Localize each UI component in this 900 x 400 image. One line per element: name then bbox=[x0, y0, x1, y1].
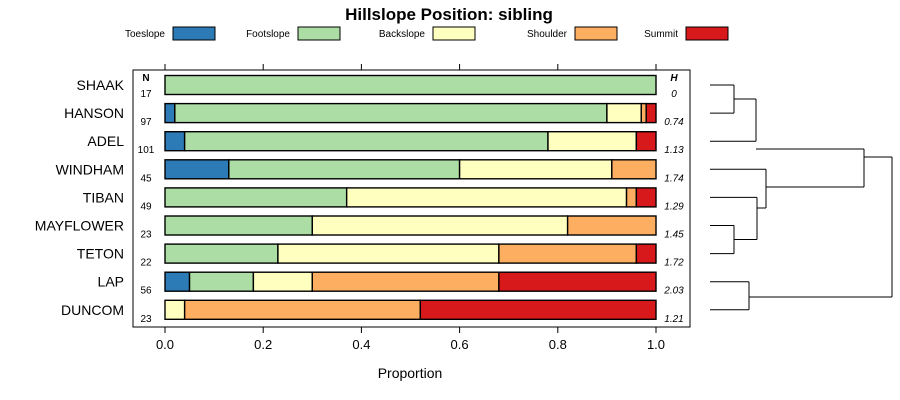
plot-area: 0.0 0.2 0.4 0.6 0.8 1.0 N H SHAAK 17 0 HANSON 97 0.74… bbox=[35, 64, 691, 352]
bar-row-hanson: HANSON 97 0.74 bbox=[64, 102, 684, 128]
bar-segment-footslope bbox=[183, 130, 549, 152]
bar-segment-summit bbox=[635, 130, 657, 152]
x-tick-label: 0.4 bbox=[352, 337, 370, 352]
category-label: TETON bbox=[77, 246, 124, 262]
legend-swatch-summit bbox=[685, 26, 729, 41]
bar-segment-footslope bbox=[174, 102, 608, 124]
category-label: ADEL bbox=[87, 133, 124, 149]
bar-row-tiban: TIBAN 49 1.29 bbox=[83, 187, 684, 212]
bar-segment-shoulder bbox=[498, 243, 638, 264]
bar-row-adel: ADEL 101 1.13 bbox=[87, 130, 684, 156]
legend-label-footslope: Footslope bbox=[246, 29, 290, 40]
legend-swatch-backslope bbox=[432, 26, 476, 41]
n-header: N bbox=[142, 73, 149, 84]
bar-segment-shoulder bbox=[566, 215, 657, 236]
bar-segment-footslope bbox=[164, 187, 348, 208]
legend-label-shoulder: Shoulder bbox=[527, 29, 568, 40]
category-label: HANSON bbox=[64, 105, 124, 121]
bar-segment-backslope bbox=[311, 215, 569, 236]
h-label: 1.29 bbox=[664, 201, 684, 212]
bar-segment-summit bbox=[419, 299, 657, 320]
bar-segment-backslope bbox=[606, 102, 642, 124]
h-label: 0 bbox=[671, 89, 677, 100]
bar-row-mayflower: MAYFLOWER 23 1.45 bbox=[35, 215, 684, 241]
x-tick-label: 0.0 bbox=[156, 337, 174, 352]
bar-segment-shoulder bbox=[640, 102, 647, 124]
n-label: 17 bbox=[140, 89, 152, 100]
bar-segment-footslope bbox=[164, 74, 657, 96]
bar-segment-shoulder bbox=[183, 299, 422, 320]
n-label: 97 bbox=[140, 117, 152, 128]
legend-swatch-toeslope bbox=[172, 26, 216, 41]
category-label: MAYFLOWER bbox=[35, 218, 124, 234]
bar-segment-footslope bbox=[164, 215, 314, 236]
bar-segment-footslope bbox=[188, 271, 255, 292]
h-header: H bbox=[670, 73, 678, 84]
bar-segment-backslope bbox=[277, 243, 500, 264]
n-label: 56 bbox=[140, 286, 152, 297]
x-tick-label: 0.6 bbox=[451, 337, 469, 352]
bar-row-shaak: SHAAK 17 0 bbox=[77, 74, 677, 100]
category-label: TIBAN bbox=[83, 189, 124, 205]
category-label: WINDHAM bbox=[56, 161, 124, 177]
bar-segment-summit bbox=[635, 243, 657, 264]
bar-row-duncom: DUNCOM 23 1.21 bbox=[61, 299, 684, 325]
legend-label-backslope: Backslope bbox=[379, 29, 426, 40]
n-label: 101 bbox=[138, 145, 155, 156]
bar-segment-toeslope bbox=[164, 130, 186, 152]
bar-segment-backslope bbox=[164, 299, 186, 320]
legend: Toeslope Footslope Backslope Shoulder Summit bbox=[125, 26, 729, 41]
h-label: 1.74 bbox=[664, 173, 684, 184]
legend-label-toeslope: Toeslope bbox=[125, 29, 165, 40]
category-label: LAP bbox=[98, 274, 124, 290]
bar-row-windham: WINDHAM 45 1.74 bbox=[56, 159, 684, 184]
plot-frame bbox=[132, 69, 691, 328]
x-tick-label: 0.2 bbox=[254, 337, 272, 352]
bar-segment-footslope bbox=[164, 243, 279, 264]
bar-segment-backslope bbox=[458, 159, 613, 180]
bar-segment-summit bbox=[645, 102, 657, 124]
legend-swatch-footslope bbox=[297, 26, 341, 41]
bar-segment-toeslope bbox=[164, 159, 230, 180]
bar-segment-backslope bbox=[252, 271, 314, 292]
bar-segment-backslope bbox=[345, 187, 628, 208]
bar-segment-backslope bbox=[547, 130, 638, 152]
n-label: 22 bbox=[140, 258, 152, 269]
bar-segment-footslope bbox=[228, 159, 461, 180]
n-label: 23 bbox=[140, 230, 152, 241]
h-label: 0.74 bbox=[664, 117, 684, 128]
bar-segment-shoulder bbox=[611, 159, 657, 180]
bar-segment-shoulder bbox=[625, 187, 638, 208]
n-label: 45 bbox=[140, 173, 152, 184]
n-label: 23 bbox=[140, 314, 152, 325]
h-label: 1.21 bbox=[664, 314, 683, 325]
x-axis-title: Proportion bbox=[378, 365, 443, 381]
n-label: 49 bbox=[140, 201, 152, 212]
category-label: SHAAK bbox=[77, 77, 125, 93]
bar-segment-shoulder bbox=[311, 271, 500, 292]
bar-row-lap: LAP 56 2.03 bbox=[98, 271, 684, 297]
bar-segment-summit bbox=[498, 271, 657, 292]
h-label: 1.13 bbox=[664, 145, 684, 156]
bar-segment-toeslope bbox=[164, 271, 191, 292]
bar-segment-toeslope bbox=[164, 102, 176, 124]
legend-swatch-shoulder bbox=[574, 26, 618, 41]
category-label: DUNCOM bbox=[61, 302, 124, 318]
h-label: 2.03 bbox=[663, 286, 684, 297]
x-tick-label: 0.8 bbox=[549, 337, 567, 352]
bar-row-teton: TETON 22 1.72 bbox=[77, 243, 684, 269]
dendrogram bbox=[710, 84, 893, 311]
bar-segment-summit bbox=[635, 187, 657, 208]
x-tick-label: 1.0 bbox=[647, 337, 665, 352]
legend-label-summit: Summit bbox=[644, 29, 678, 40]
h-label: 1.45 bbox=[664, 230, 684, 241]
chart-title: Hillslope Position: sibling bbox=[345, 5, 553, 24]
h-label: 1.72 bbox=[664, 258, 684, 269]
